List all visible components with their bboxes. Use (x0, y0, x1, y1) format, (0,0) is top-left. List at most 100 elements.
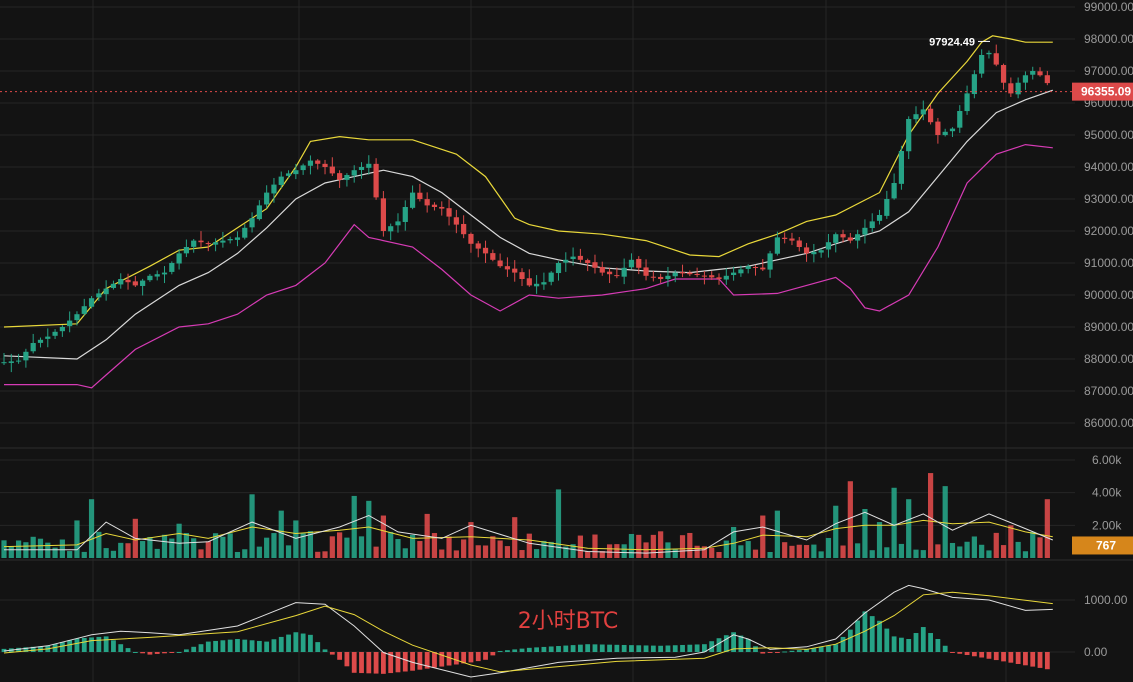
volume-bar (59, 539, 65, 558)
macd-histogram-bar (271, 639, 277, 652)
candle-body (424, 199, 430, 206)
macd-histogram-bar (738, 635, 744, 652)
macd-histogram-bar (1008, 652, 1014, 663)
macd-histogram-bar (731, 632, 736, 652)
macd-histogram-bar (767, 652, 773, 653)
macd-histogram-bar (986, 652, 992, 659)
volume-bar (140, 541, 146, 558)
candle-body (497, 260, 503, 267)
macd-histogram-bar (789, 650, 795, 652)
candle-body (935, 121, 941, 135)
volume-bar (658, 531, 664, 558)
macd-histogram-bar (337, 652, 343, 660)
volume-bar (679, 535, 686, 558)
macd-histogram-bar (505, 650, 510, 652)
candle-body (300, 165, 306, 171)
macd-histogram-bar (869, 616, 875, 652)
macd-histogram-bar (658, 645, 664, 652)
volume-bar (315, 551, 321, 558)
volume-bar (942, 486, 948, 558)
macd-histogram-bar (716, 638, 722, 652)
volume-bar (731, 526, 737, 558)
volume-bar (767, 551, 773, 558)
macd-histogram-bar (577, 644, 583, 652)
candle-body (293, 170, 299, 175)
macd-histogram-bar (205, 641, 211, 652)
macd-dea-line (3, 591, 1053, 673)
price-tick-label: 95000.00 (1084, 128, 1133, 142)
volume-bar (388, 531, 394, 558)
candle-body (731, 272, 737, 276)
macd-histogram-bar (74, 638, 80, 652)
macd-histogram-bar (599, 644, 605, 652)
candle-body (351, 170, 357, 176)
candle-body (658, 276, 664, 279)
volume-bar (125, 543, 131, 558)
volume-bar (169, 538, 175, 558)
candle-body (979, 55, 985, 74)
macd-histogram-bar (942, 645, 948, 652)
macd-histogram-bar (1001, 652, 1006, 662)
candle-body (679, 272, 686, 274)
candle-body (278, 176, 284, 185)
candle-body (884, 199, 890, 216)
macd-histogram-bar (884, 628, 890, 652)
candle-body (446, 208, 452, 217)
macd-histogram-bar (111, 640, 116, 652)
volume-bar (789, 545, 795, 558)
candle-body (118, 279, 124, 285)
macd-histogram-bar (512, 649, 518, 652)
macd-histogram-bar (30, 646, 36, 652)
macd-histogram-bar (118, 644, 124, 652)
candle-body (366, 163, 372, 168)
volume-bar (585, 551, 591, 558)
volume-bar (898, 543, 905, 558)
volume-bar (913, 549, 919, 558)
volume-bar (519, 550, 525, 558)
volume-bar (81, 551, 87, 558)
macd-histogram-bar (103, 636, 109, 652)
macd-histogram-bar (1015, 652, 1021, 664)
macd-histogram-bar (950, 652, 955, 653)
volume-bar (395, 539, 401, 558)
candle-body (621, 267, 627, 277)
macd-histogram-bar (665, 645, 671, 652)
macd-histogram-bar (461, 652, 467, 664)
volume-bar (774, 510, 780, 558)
volume-ma-slow-line (4, 511, 1053, 554)
macd-histogram-bar (680, 644, 685, 652)
volume-bar (482, 545, 489, 558)
volume-bar (811, 544, 817, 558)
volume-bar (110, 550, 117, 558)
volume-bar (271, 533, 277, 558)
volume-bar (825, 537, 832, 558)
volume-bar (570, 544, 576, 558)
candle-body (271, 184, 277, 194)
volume-bar (439, 549, 445, 558)
macd-histogram-bar (1030, 652, 1036, 667)
candle-body (15, 360, 22, 362)
candle-body (1015, 82, 1021, 95)
candle-body (249, 218, 255, 228)
macd-histogram-bar (855, 620, 861, 652)
macd-histogram-bar (308, 634, 313, 652)
volume-bar (205, 541, 211, 558)
candle-body (52, 331, 58, 336)
volume-bar (752, 549, 759, 558)
macd-histogram-bar (723, 635, 729, 652)
macd-histogram-bar (993, 652, 999, 661)
candle-body (512, 268, 518, 273)
volume-bar (344, 537, 350, 558)
candle-body (650, 276, 656, 278)
candle-body (811, 251, 817, 255)
macd-histogram-bar (96, 636, 102, 652)
candle-body (760, 267, 766, 270)
candle-body (212, 242, 219, 245)
macd-histogram-bar (899, 637, 904, 652)
candle-body (599, 267, 605, 273)
macd-histogram-bar (840, 636, 846, 652)
candle-body (329, 166, 335, 174)
volume-bar (745, 541, 751, 558)
